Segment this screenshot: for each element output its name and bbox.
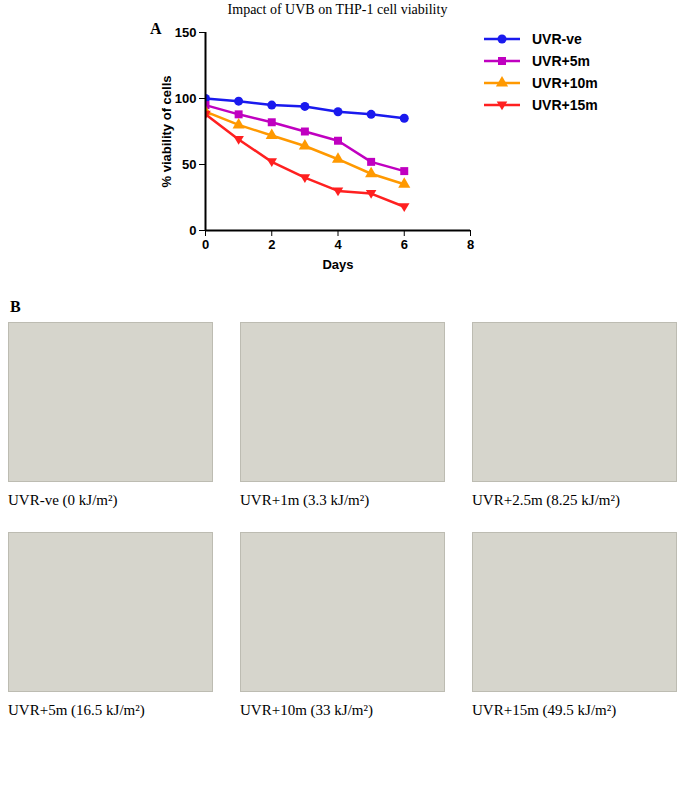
svg-text:8: 8: [467, 237, 474, 252]
html-text:Impact of UVB on THP-1 cell vi: Impact of UVB on THP-1 cell viability: [227, 2, 448, 17]
html-text:UVR+5m: UVR+5m: [532, 53, 590, 69]
svg-text:0: 0: [202, 237, 209, 252]
svg-text:100: 100: [175, 91, 197, 106]
html-text:UVR+1m (3.3 kJ/m²): UVR+1m (3.3 kJ/m²): [240, 492, 370, 508]
svg-text:150: 150: [175, 25, 197, 40]
html-text:UVR+10m: UVR+10m: [532, 75, 598, 91]
html-text:UVR-ve (0 kJ/m²): UVR-ve (0 kJ/m²): [8, 492, 118, 508]
svg-text:0: 0: [189, 223, 196, 238]
html-text:UVR+15m: UVR+15m: [532, 97, 598, 113]
svg-text:% viability of cells: % viability of cells: [159, 76, 174, 188]
svg-text:2: 2: [268, 237, 275, 252]
html-text:UVR+10m (33 kJ/m²): UVR+10m (33 kJ/m²): [240, 702, 373, 718]
svg-text:50: 50: [182, 157, 196, 172]
svg-text:4: 4: [334, 237, 342, 252]
svg-text:6: 6: [401, 237, 408, 252]
svg-text:Days: Days: [322, 257, 353, 272]
html-text:B: B: [10, 298, 21, 315]
html-text:UVR+15m (49.5 kJ/m²): UVR+15m (49.5 kJ/m²): [472, 702, 617, 718]
html-text:UVR+5m (16.5 kJ/m²): UVR+5m (16.5 kJ/m²): [8, 702, 145, 718]
html-text:UVR-ve: UVR-ve: [532, 31, 582, 47]
html-text:UVR+2.5m (8.25 kJ/m²): UVR+2.5m (8.25 kJ/m²): [472, 492, 620, 508]
html-text:A: A: [150, 20, 162, 37]
